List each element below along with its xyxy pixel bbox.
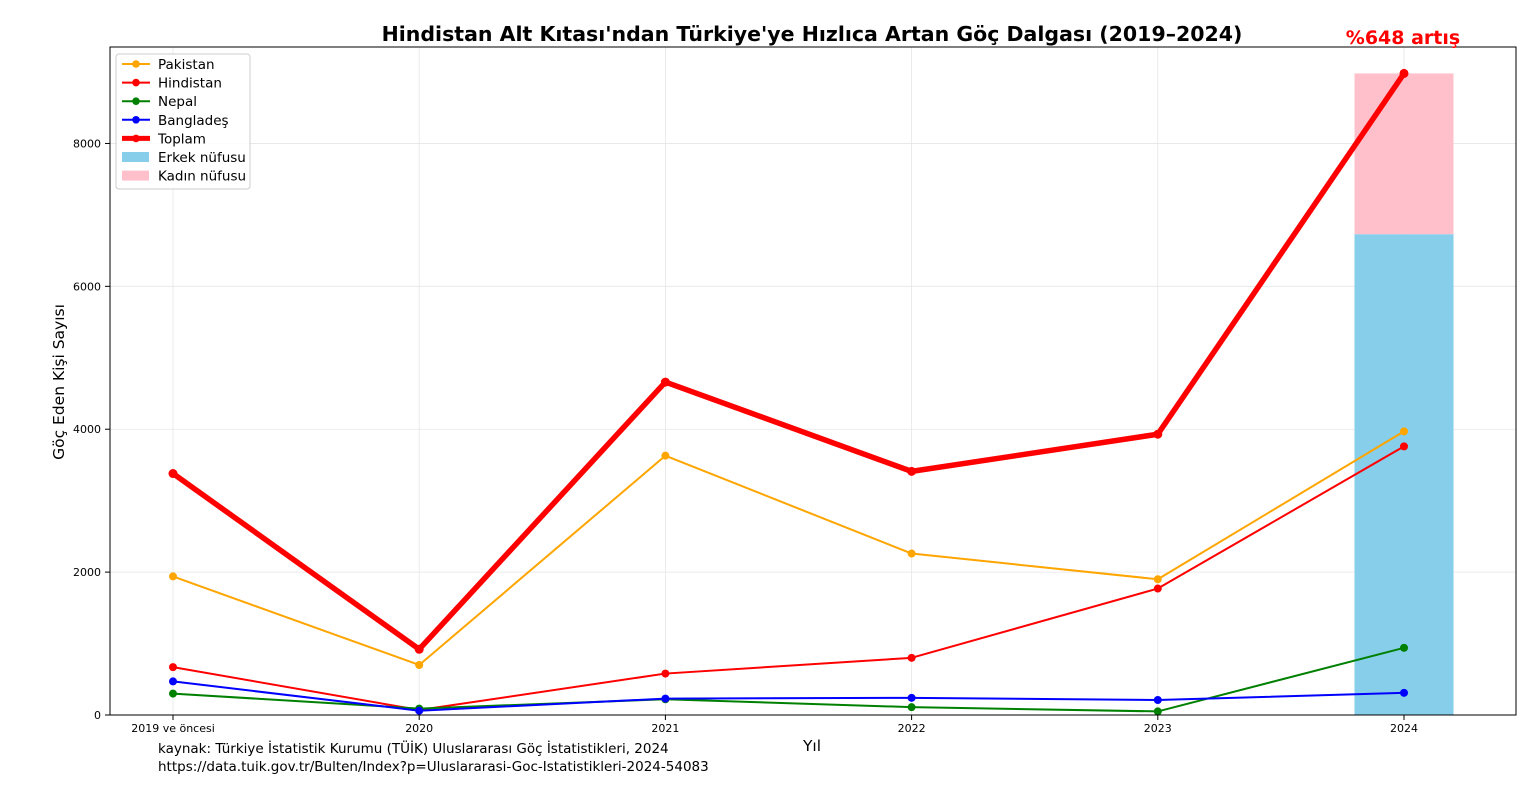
x-tick-label: 2021	[651, 722, 679, 735]
legend: Pakistan Hindistan Nepal Bangladeş Toplam Erk…	[115, 53, 251, 190]
legend-patch	[122, 152, 149, 162]
data-point	[1399, 68, 1409, 78]
legend-label: Erkek nüfusu	[158, 150, 246, 166]
x-tick-label: 2022	[898, 722, 926, 735]
legend-label: Pakistan	[158, 57, 215, 73]
y-tick-label: 4000	[73, 423, 101, 436]
data-point	[168, 469, 178, 479]
data-point	[661, 694, 670, 703]
data-point	[907, 466, 917, 476]
legend-box	[115, 53, 251, 190]
data-point	[169, 689, 177, 698]
legend-marker	[132, 78, 140, 87]
y-tick-label: 6000	[73, 280, 101, 293]
y-axis-label: Göç Eden Kişi Sayısı	[50, 304, 68, 460]
data-point	[169, 663, 177, 672]
bar-segment	[1354, 234, 1454, 715]
series-line	[171, 71, 1407, 653]
x-axis-label: Yıl	[802, 737, 821, 755]
data-point	[660, 377, 670, 387]
chart-title: Hindistan Alt Kıtası'ndan Türkiye'ye Hız…	[382, 22, 1243, 46]
data-point	[661, 451, 670, 460]
data-point	[907, 703, 916, 712]
series-line	[172, 430, 1405, 666]
legend-label: Bangladeş	[158, 113, 229, 129]
data-point	[415, 660, 424, 669]
legend-label: Kadın nüfusu	[158, 169, 246, 185]
x-tick-label: 2019 ve öncesi	[131, 722, 215, 735]
data-point	[1400, 688, 1408, 697]
data-point	[907, 549, 916, 558]
data-point	[1153, 575, 1162, 584]
legend-marker	[132, 60, 140, 68]
data-point	[907, 653, 916, 662]
data-point	[414, 644, 424, 654]
series-line	[172, 445, 1405, 711]
data-point	[169, 572, 177, 581]
y-tick-label: 2000	[73, 566, 101, 579]
increase-annotation: %648 artış	[1346, 27, 1460, 49]
legend-marker	[132, 134, 140, 143]
series-line	[172, 646, 1405, 713]
source-line-1: kaynak: Türkiye İstatistik Kurumu (TÜİK)…	[158, 741, 669, 757]
x-tick-label: 2024	[1390, 722, 1418, 735]
plot-frame	[109, 46, 1517, 716]
data-point	[169, 677, 177, 686]
y-tick-label: 8000	[73, 137, 101, 150]
axes: 2019 ve öncesi 2020 2021 2022 2023 2024 0 2000 4…	[73, 46, 1517, 735]
legend-patch	[122, 170, 149, 181]
grid	[110, 47, 1516, 716]
legend-marker	[132, 97, 140, 105]
data-point	[1400, 442, 1408, 451]
stacked-bar	[1354, 73, 1454, 715]
legend-label: Nepal	[158, 94, 197, 110]
bar-segment	[1354, 73, 1454, 235]
source-line-2: https://data.tuik.gov.tr/Bulten/Index?p=…	[158, 759, 709, 775]
data-point	[1153, 707, 1162, 716]
x-tick-label: 2020	[405, 722, 433, 735]
series-line	[172, 680, 1405, 712]
data-point	[1400, 643, 1408, 652]
x-tick-label: 2023	[1144, 722, 1172, 735]
data-point	[907, 693, 916, 702]
data-point	[415, 706, 424, 715]
legend-marker	[132, 116, 140, 124]
data-point	[1400, 427, 1408, 436]
legend-label: Hindistan	[158, 76, 222, 92]
legend-label: Toplam	[157, 131, 206, 147]
series-lines	[168, 68, 1409, 716]
data-point	[661, 669, 670, 678]
y-tick-label: 0	[94, 709, 101, 722]
data-point	[1153, 429, 1163, 439]
data-point	[1153, 695, 1162, 704]
data-point	[1153, 584, 1162, 593]
